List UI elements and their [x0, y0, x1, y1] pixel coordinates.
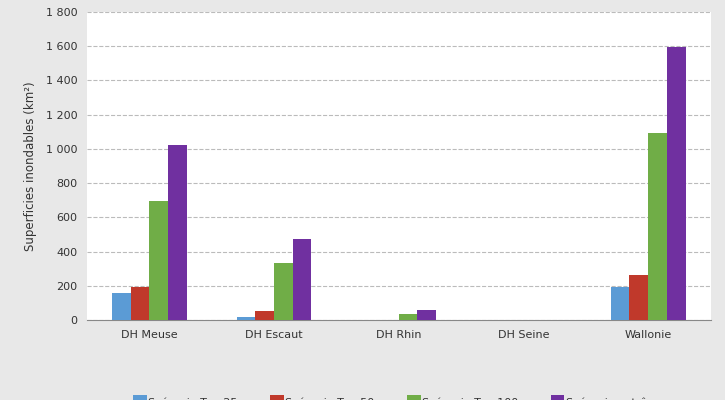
Bar — [149, 201, 168, 320]
Bar — [236, 316, 255, 320]
Bar — [130, 287, 149, 320]
Bar — [168, 145, 187, 320]
Bar — [667, 47, 686, 320]
Bar — [648, 133, 667, 320]
Y-axis label: Superficies inondables (km²): Superficies inondables (km²) — [25, 81, 37, 251]
Bar — [293, 239, 312, 320]
Bar — [610, 288, 629, 320]
Bar — [629, 275, 648, 320]
Bar — [112, 293, 130, 320]
Bar — [418, 310, 436, 320]
Bar — [255, 310, 274, 320]
Legend: Scénario T = 25 ans, Scénario T = 50 ans, Scénario T = 100 ans, Scénario extrême: Scénario T = 25 ans, Scénario T = 50 ans… — [128, 393, 669, 400]
Bar — [399, 314, 418, 320]
Bar — [274, 263, 293, 320]
